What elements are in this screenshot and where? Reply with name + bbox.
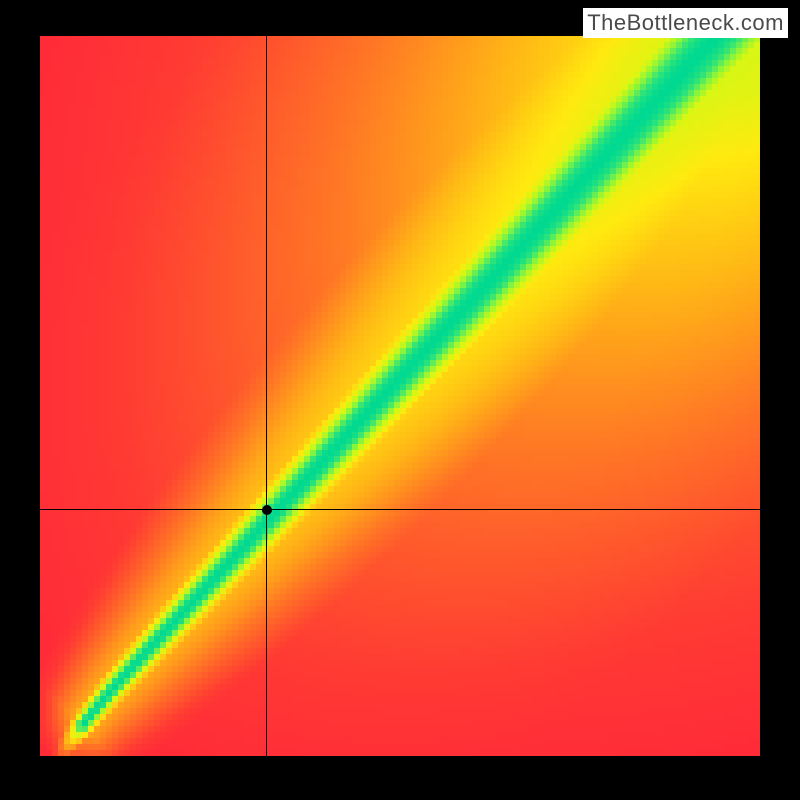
- bottleneck-heatmap: [40, 36, 760, 756]
- watermark-text: TheBottleneck.com: [583, 8, 788, 38]
- crosshair-marker: [262, 505, 272, 515]
- crosshair-vertical: [266, 36, 267, 756]
- crosshair-horizontal: [40, 509, 760, 510]
